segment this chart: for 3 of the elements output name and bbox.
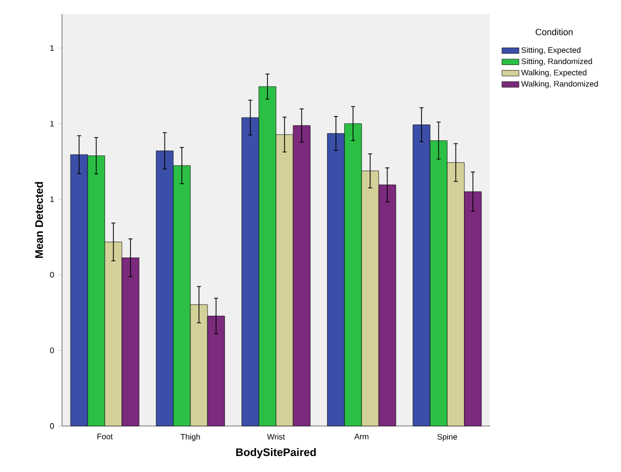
legend-title: Condition	[536, 28, 573, 36]
y-axis-title: Mean Detected	[34, 182, 43, 258]
x-axis-title: BodySitePaired	[236, 448, 316, 458]
